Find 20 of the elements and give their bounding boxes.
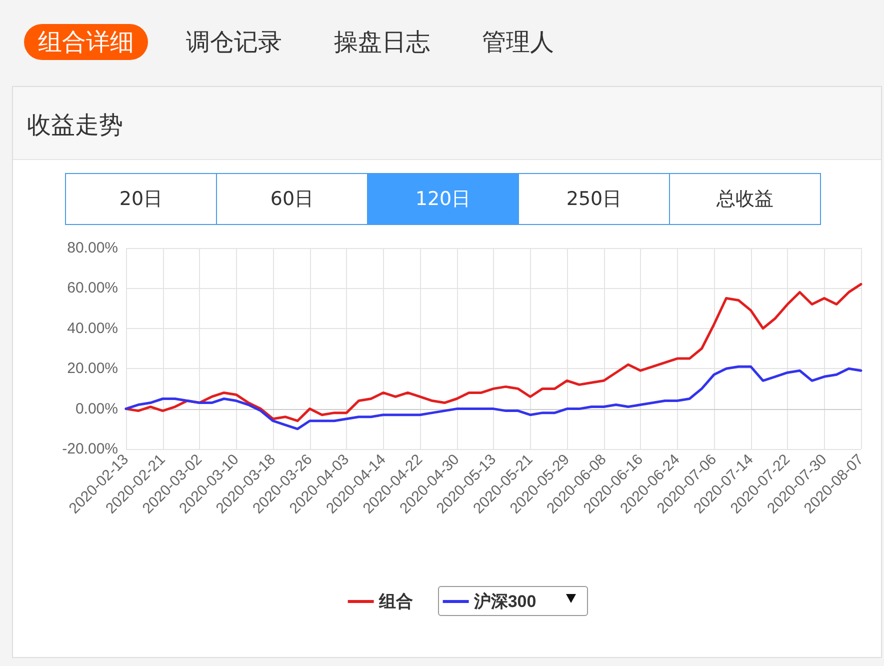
y-tick-label: 80.00% [67, 240, 118, 256]
legend-label: 组合 [378, 592, 413, 611]
line-series [124, 282, 862, 422]
text: 20日 [65, 173, 217, 225]
y-tick-label: -20.00% [62, 440, 118, 458]
legend-label: 沪深300 [472, 592, 536, 611]
text: 总收益 [669, 173, 821, 225]
y-tick-label: 40.00% [67, 320, 118, 337]
text: 调仓记录 [185, 27, 283, 58]
text: 250日 [518, 173, 670, 225]
text: 操盘日志 [333, 27, 431, 58]
y-tick-label: 0.00% [75, 400, 118, 418]
text: 管理人 [481, 27, 555, 58]
text: 组合详细 [24, 24, 148, 60]
text: 120日 [367, 173, 519, 225]
y-tick-label: 20.00% [67, 360, 118, 378]
y-tick-label: 60.00% [67, 280, 118, 297]
chart-title: 收益走势 [13, 87, 881, 160]
text: 60日 [216, 173, 368, 225]
line-series [124, 365, 862, 430]
